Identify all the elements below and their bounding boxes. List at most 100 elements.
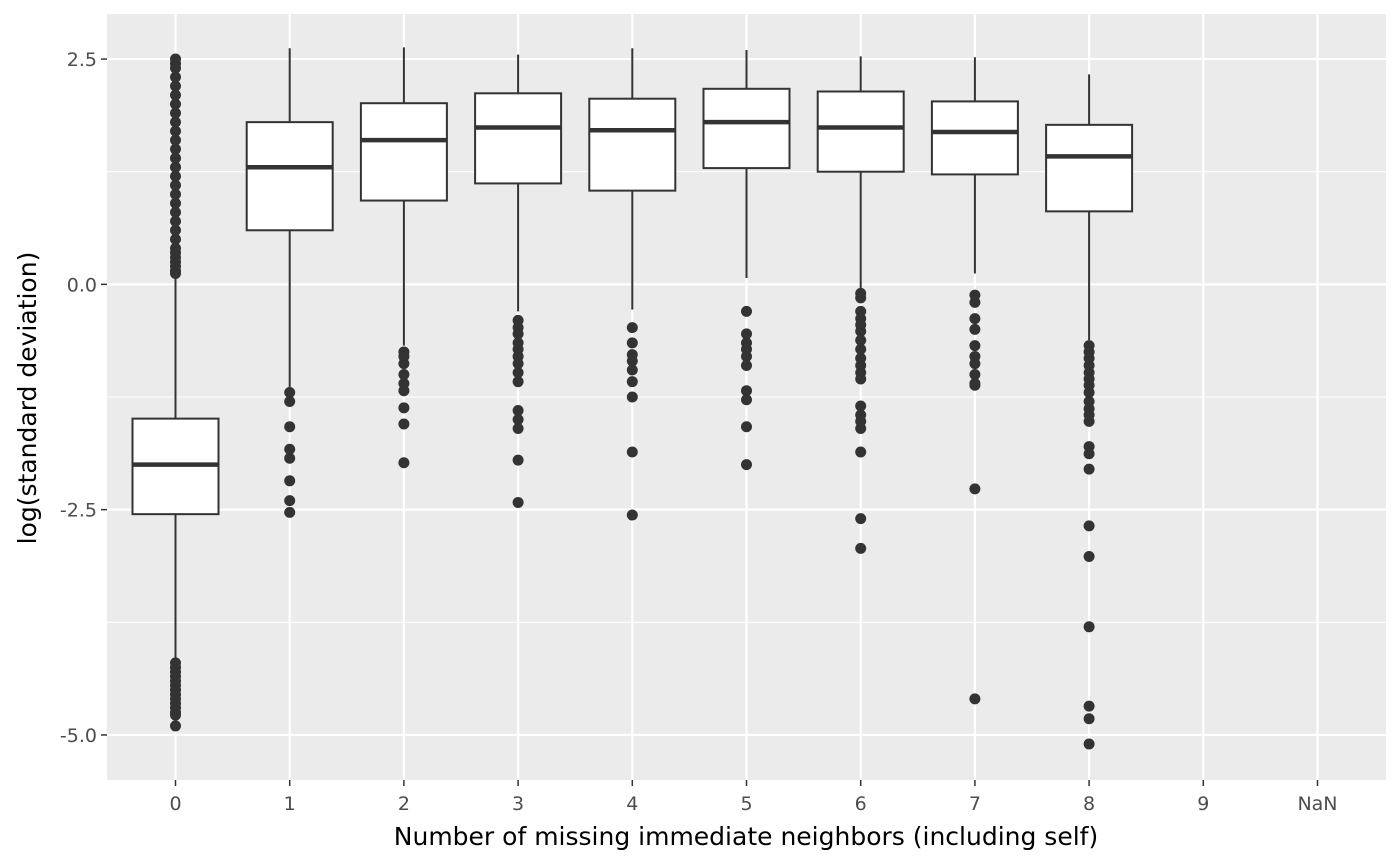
outlier-point xyxy=(1083,386,1095,398)
x-tick-label: 2 xyxy=(398,793,410,815)
outlier-point xyxy=(512,367,524,379)
outlier-point xyxy=(284,443,296,455)
y-tick-label: 2.5 xyxy=(67,49,97,71)
outlier-point xyxy=(741,394,752,406)
outlier-point xyxy=(398,358,410,370)
outlier-point xyxy=(170,71,181,83)
outlier-point xyxy=(398,368,410,380)
outlier-point xyxy=(969,296,981,308)
box-group-3 xyxy=(474,54,563,508)
outlier-point xyxy=(170,53,181,65)
outlier-point xyxy=(512,423,524,435)
box-series xyxy=(131,47,1134,750)
outlier-point xyxy=(626,376,638,388)
outlier-point xyxy=(170,709,181,721)
outlier-point xyxy=(170,179,181,191)
outlier-point xyxy=(398,385,410,397)
outlier-point xyxy=(1083,463,1095,475)
outlier-point xyxy=(626,391,638,403)
outlier-point xyxy=(170,170,181,182)
outlier-point xyxy=(512,376,524,388)
y-axis-ticks: 2.5 0.0 -2.5 -5.0 xyxy=(60,49,107,747)
outlier-point xyxy=(626,364,638,376)
outlier-point xyxy=(626,322,638,334)
outlier-point xyxy=(284,386,296,398)
x-tick-label: 4 xyxy=(626,793,638,815)
outlier-point xyxy=(512,454,524,466)
outlier-point xyxy=(741,385,752,397)
outlier-point xyxy=(969,340,981,352)
outlier-point xyxy=(855,343,867,355)
outlier-point xyxy=(170,89,181,101)
outlier-point xyxy=(170,152,181,164)
iqr-box xyxy=(245,121,334,232)
outlier-point xyxy=(284,506,296,518)
outlier-point xyxy=(284,452,296,464)
box-group-5 xyxy=(702,50,791,471)
outlier-point xyxy=(741,350,752,362)
outlier-point xyxy=(626,337,638,349)
x-tick-label: 1 xyxy=(284,793,296,815)
box-group-2 xyxy=(359,47,448,469)
y-tick-label: -5.0 xyxy=(60,725,97,747)
outlier-point xyxy=(1083,415,1095,427)
outlier-point xyxy=(1083,551,1095,563)
outlier-point xyxy=(969,379,981,391)
iqr-box xyxy=(474,92,563,185)
outlier-point xyxy=(626,355,638,367)
outlier-point xyxy=(170,98,181,110)
outlier-point xyxy=(741,328,752,340)
outlier-point xyxy=(855,423,867,435)
outlier-point xyxy=(855,334,867,346)
outlier-point xyxy=(398,418,410,430)
outlier-point xyxy=(855,400,867,412)
outlier-point xyxy=(969,368,981,380)
x-tick-label: 5 xyxy=(740,793,752,815)
outlier-point xyxy=(398,402,410,414)
outlier-point xyxy=(1083,621,1095,633)
box-group-6 xyxy=(816,56,905,554)
outlier-point xyxy=(284,495,296,507)
outlier-point xyxy=(170,224,181,236)
outlier-point xyxy=(1083,448,1095,460)
box-group-1 xyxy=(245,48,334,518)
outlier-point xyxy=(626,446,638,458)
x-axis-title: Number of missing immediate neighbors (i… xyxy=(394,822,1098,851)
outlier-point xyxy=(170,242,181,254)
box-group-8 xyxy=(1045,74,1134,750)
outlier-point xyxy=(855,542,867,554)
outlier-point xyxy=(969,358,981,370)
outlier-point xyxy=(170,134,181,146)
outlier-point xyxy=(512,496,524,508)
x-tick-label: 3 xyxy=(512,793,524,815)
outlier-point xyxy=(170,80,181,92)
outlier-point xyxy=(512,358,524,370)
outlier-point xyxy=(170,233,181,245)
outlier-point xyxy=(969,323,981,335)
outlier-point xyxy=(1083,520,1095,532)
outlier-point xyxy=(170,197,181,209)
outlier-point xyxy=(855,325,867,337)
outlier-point xyxy=(284,421,296,433)
y-axis-title: log(standard deviation) xyxy=(13,252,42,545)
iqr-box xyxy=(588,97,677,192)
outlier-point xyxy=(1083,713,1095,725)
outlier-point xyxy=(626,509,638,521)
outlier-point xyxy=(284,475,296,487)
outlier-point xyxy=(855,513,867,525)
outlier-point xyxy=(170,720,181,732)
outlier-point xyxy=(855,446,867,458)
outlier-point xyxy=(969,313,981,325)
x-tick-label: 8 xyxy=(1083,793,1095,815)
box-group-0 xyxy=(131,53,220,732)
iqr-box xyxy=(930,100,1019,176)
y-tick-label: -2.5 xyxy=(60,500,97,522)
outlier-point xyxy=(855,292,867,304)
outlier-point xyxy=(398,457,410,469)
outlier-point xyxy=(170,161,181,173)
iqr-box xyxy=(1045,123,1134,213)
outlier-point xyxy=(855,373,867,385)
y-tick-label: 0.0 xyxy=(67,274,97,296)
